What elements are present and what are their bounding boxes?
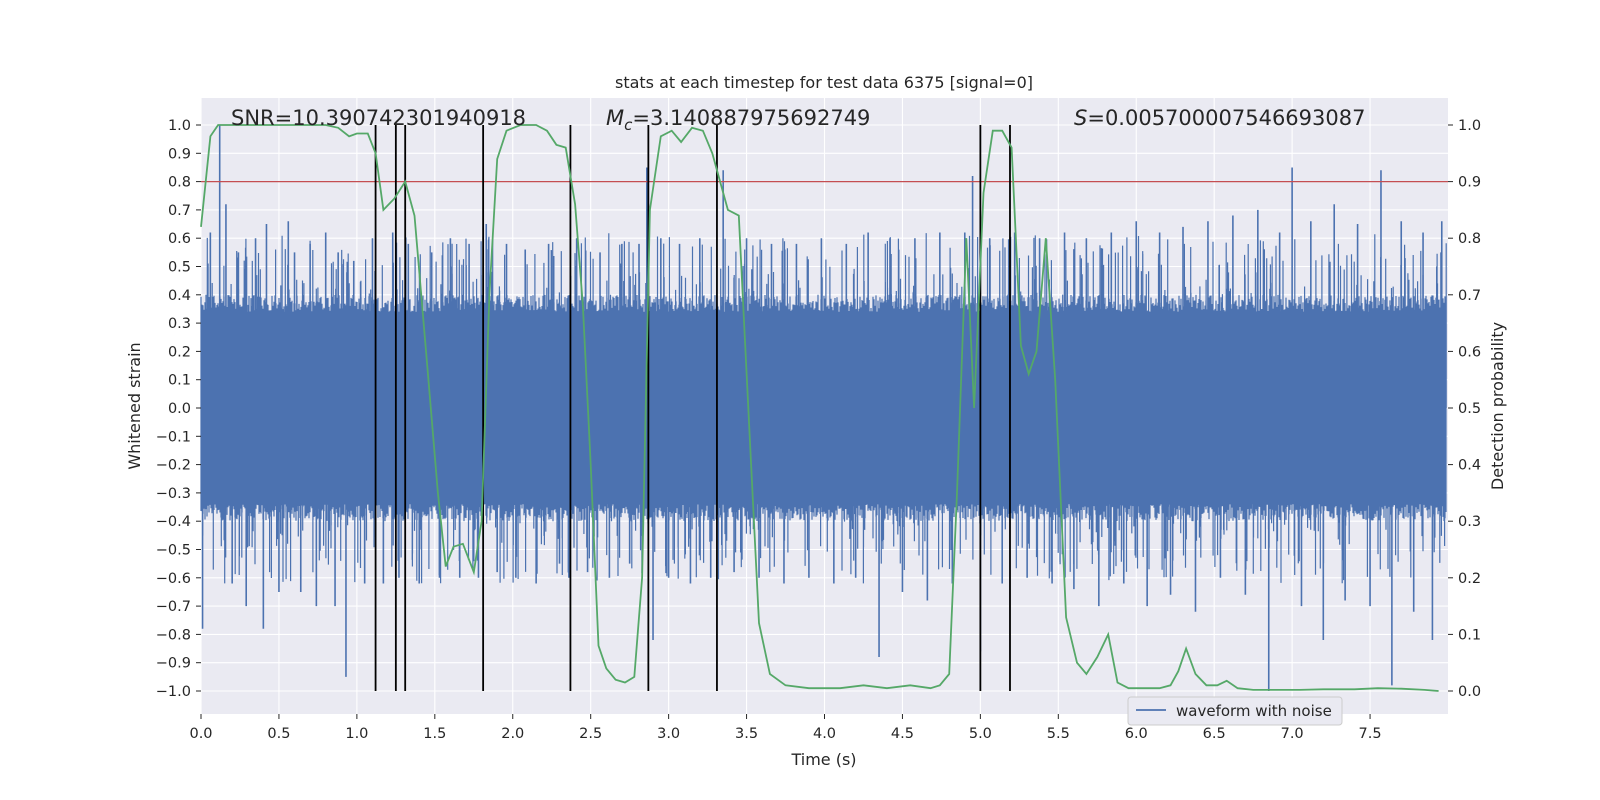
- x-tick-label: 2.0: [501, 726, 524, 742]
- marker-vlines: [374, 125, 1011, 691]
- x-tick-label: 2.5: [579, 726, 602, 742]
- y-right-tick-label: 1.0: [1458, 118, 1481, 134]
- legend-label: waveform with noise: [1176, 702, 1332, 720]
- y-tick-label: 0.1: [168, 373, 191, 389]
- x-tick-label: 4.0: [813, 726, 836, 742]
- y-tick-label: 0.8: [168, 175, 191, 191]
- y-tick-label: 0.3: [168, 316, 191, 332]
- y-tick-label: −0.9: [156, 656, 191, 672]
- legend-box: [1127, 696, 1343, 726]
- y-axis-label-right: Detection probability: [1488, 322, 1507, 490]
- y-tick-label: −0.6: [156, 571, 191, 587]
- s-annotation: S=0.005700007546693087: [1074, 106, 1365, 130]
- s-value: =0.005700007546693087: [1087, 106, 1365, 130]
- mc-annotation: Mc=3.140887975692749: [606, 106, 870, 134]
- x-tick-label: 3.5: [735, 726, 758, 742]
- x-tick-label: 4.5: [891, 726, 914, 742]
- y-right-tick-label: 0.1: [1458, 627, 1481, 643]
- right-y-ticks: 0.0 0.1 0.2 0.3 0.4 0.5 0.6 0.7 0.8 0.9 1.0: [1448, 118, 1481, 700]
- x-axis-label: Time (s): [790, 750, 856, 769]
- y-tick-label: 0.7: [168, 203, 191, 219]
- x-tick-label: 5.5: [1047, 726, 1070, 742]
- x-tick-label: 1.5: [423, 726, 446, 742]
- mc-subscript: c: [624, 116, 633, 134]
- y-tick-label: −0.3: [156, 486, 191, 502]
- x-tick-label: 0.5: [267, 726, 290, 742]
- y-right-tick-label: 0.9: [1458, 175, 1481, 191]
- y-tick-label: −0.2: [156, 458, 191, 474]
- y-tick-label: 0.4: [168, 288, 191, 304]
- mc-value: =3.140887975692749: [632, 106, 870, 130]
- plot-area: [200, 124, 1448, 692]
- y-tick-label: −1.0: [156, 684, 191, 700]
- y-tick-label: 0.9: [168, 146, 191, 162]
- s-symbol: S: [1074, 106, 1087, 130]
- y-tick-label: 0.6: [168, 231, 191, 247]
- mc-symbol: M: [606, 106, 624, 130]
- x-ticks: 0.0 0.5 1.0 1.5 2.0 2.5 3.0 3.5 4.0 4.5 5.0 5.5 6.0 6…: [189, 714, 1382, 742]
- y-right-tick-label: 0.2: [1458, 571, 1481, 587]
- snr-annotation: SNR=10.390742301940918: [231, 106, 526, 130]
- y-right-tick-label: 0.7: [1458, 288, 1481, 304]
- x-tick-label: 6.5: [1203, 726, 1226, 742]
- y-right-tick-label: 0.3: [1458, 514, 1481, 530]
- y-axis-label: Whitened strain: [125, 342, 144, 469]
- x-tick-label: 7.0: [1281, 726, 1304, 742]
- x-tick-label: 5.0: [969, 726, 992, 742]
- y-tick-label: 1.0: [168, 118, 191, 134]
- y-right-tick-label: 0.0: [1458, 684, 1481, 700]
- y-right-tick-label: 0.4: [1458, 458, 1481, 474]
- y-right-tick-label: 0.8: [1458, 231, 1481, 247]
- detection-probability-line: [200, 124, 1439, 692]
- x-tick-label: 1.0: [345, 726, 368, 742]
- x-tick-label: 7.5: [1359, 726, 1382, 742]
- y-right-tick-label: 0.6: [1458, 344, 1481, 360]
- x-tick-label: 6.0: [1125, 726, 1148, 742]
- y-tick-label: −0.4: [156, 514, 191, 530]
- left-y-ticks: −1.0 −0.9 −0.8 −0.7 −0.6 −0.5 −0.4 −0.3 −0.2 −0.1…: [156, 118, 201, 700]
- y-tick-label: 0.0: [168, 401, 191, 417]
- x-tick-label: 3.0: [657, 726, 680, 742]
- y-tick-label: −0.8: [156, 627, 191, 643]
- y-tick-label: 0.2: [168, 344, 191, 360]
- y-tick-label: 0.5: [168, 260, 191, 276]
- y-tick-label: −0.5: [156, 543, 191, 559]
- y-right-tick-label: 0.5: [1458, 401, 1481, 417]
- y-tick-label: −0.1: [156, 429, 191, 445]
- chart-title: stats at each timestep for test data 637…: [615, 73, 1033, 92]
- y-tick-label: −0.7: [156, 599, 191, 615]
- legend: waveform with noise: [1127, 696, 1343, 726]
- x-tick-label: 0.0: [189, 726, 212, 742]
